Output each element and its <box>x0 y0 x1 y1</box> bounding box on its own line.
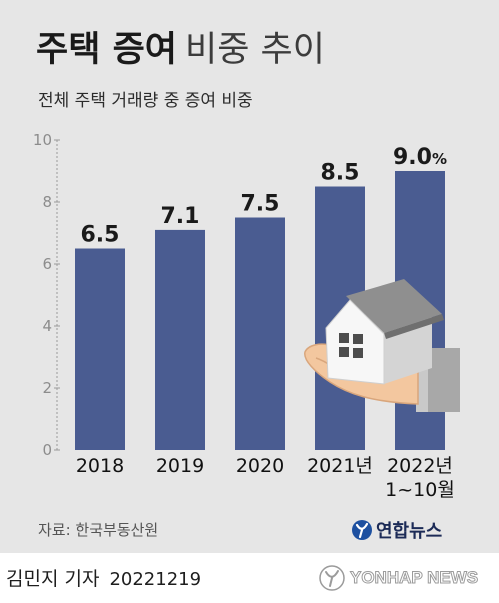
chart-title-bold: 주택 증여 <box>36 30 177 70</box>
chart-subtitle: 전체 주택 거래량 중 증여 비중 <box>38 91 253 111</box>
house-window <box>353 348 363 358</box>
x-tick-label: 2021년 <box>307 455 373 477</box>
yonhap-logo-icon <box>352 520 372 540</box>
brand: 연합뉴스 <box>351 517 442 543</box>
bar-2 <box>155 229 205 450</box>
publish-date: 20221219 <box>109 569 202 590</box>
y-tick-label: 4 <box>42 317 52 335</box>
house-window <box>339 333 349 343</box>
house-window <box>339 347 349 357</box>
reporter-name: 김민지 기자 <box>6 568 100 590</box>
house-roof <box>346 279 442 333</box>
chart-title: 주택 증여 비중 추이 <box>36 28 325 72</box>
brand-name: 연합뉴스 <box>376 521 443 542</box>
value-label: 8.5 <box>321 161 360 186</box>
value-label: 7.1 <box>161 204 200 229</box>
house-in-hand-icon <box>304 279 460 412</box>
x-axis-labels: 2018 2019 2020 2021년 2022년 1~10월 <box>0 454 499 504</box>
house-window <box>353 334 363 344</box>
x-tick-label: 2022년 1~10월 <box>385 455 455 501</box>
y-tick-label: 6 <box>42 255 52 273</box>
source-note: 자료: 한국부동산원 <box>38 521 159 539</box>
value-label: 7.5 <box>241 192 280 217</box>
y-tick-label: 0 <box>42 441 52 459</box>
chart-title-light: 비중 추이 <box>185 30 325 70</box>
y-tick-label: 2 <box>42 379 52 397</box>
bar-3 <box>235 217 285 450</box>
value-label: 6.5 <box>81 223 120 248</box>
yonhap-watermark-icon <box>319 565 345 591</box>
watermark: YONHAP NEWS <box>318 564 479 592</box>
y-tick-label: 10 <box>33 131 52 149</box>
x-tick-label: 2019 <box>155 455 205 477</box>
y-tick-label: 8 <box>42 193 52 211</box>
value-label: 9.0% <box>393 145 447 170</box>
x-tick-label: 2018 <box>75 455 125 477</box>
bar-1 <box>75 248 125 450</box>
x-tick-label: 2020 <box>235 455 285 477</box>
watermark-text: YONHAP NEWS <box>349 568 479 588</box>
house-roof-edge <box>384 314 444 339</box>
value-labels: 6.5 7.1 7.5 8.5 9.0% <box>81 145 448 248</box>
y-axis: 0 2 4 6 8 10 <box>33 131 60 459</box>
byline: 김민지 기자 20221219 <box>6 566 201 593</box>
